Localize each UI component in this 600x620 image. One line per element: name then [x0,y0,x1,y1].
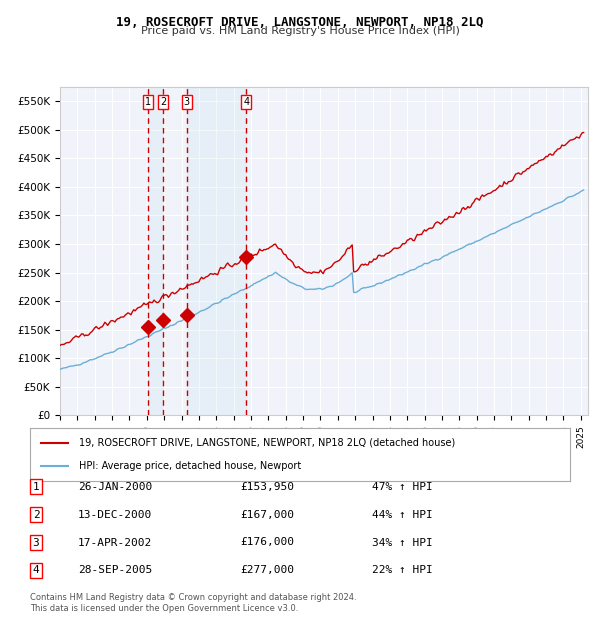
Text: 1: 1 [145,97,151,107]
Text: 34% ↑ HPI: 34% ↑ HPI [372,538,433,547]
Text: 47% ↑ HPI: 47% ↑ HPI [372,482,433,492]
Text: 28-SEP-2005: 28-SEP-2005 [78,565,152,575]
Text: 2: 2 [160,97,166,107]
Text: 19, ROSECROFT DRIVE, LANGSTONE, NEWPORT, NP18 2LQ (detached house): 19, ROSECROFT DRIVE, LANGSTONE, NEWPORT,… [79,438,455,448]
Text: 19, ROSECROFT DRIVE, LANGSTONE, NEWPORT, NP18 2LQ: 19, ROSECROFT DRIVE, LANGSTONE, NEWPORT,… [116,16,484,29]
Text: 22% ↑ HPI: 22% ↑ HPI [372,565,433,575]
Text: £167,000: £167,000 [240,510,294,520]
Text: £277,000: £277,000 [240,565,294,575]
Text: 2: 2 [32,510,40,520]
Text: 3: 3 [184,97,190,107]
Text: 17-APR-2002: 17-APR-2002 [78,538,152,547]
Text: 13-DEC-2000: 13-DEC-2000 [78,510,152,520]
Text: £176,000: £176,000 [240,538,294,547]
Text: 1: 1 [32,482,40,492]
Text: Contains HM Land Registry data © Crown copyright and database right 2024.
This d: Contains HM Land Registry data © Crown c… [30,593,356,613]
Text: 4: 4 [32,565,40,575]
Bar [148,87,163,415]
Text: HPI: Average price, detached house, Newport: HPI: Average price, detached house, Newp… [79,461,301,471]
Text: £153,950: £153,950 [240,482,294,492]
Text: Price paid vs. HM Land Registry's House Price Index (HPI): Price paid vs. HM Land Registry's House … [140,26,460,36]
Bar [187,87,247,415]
Text: 4: 4 [244,97,250,107]
Text: 26-JAN-2000: 26-JAN-2000 [78,482,152,492]
Text: 44% ↑ HPI: 44% ↑ HPI [372,510,433,520]
Text: 3: 3 [32,538,40,547]
